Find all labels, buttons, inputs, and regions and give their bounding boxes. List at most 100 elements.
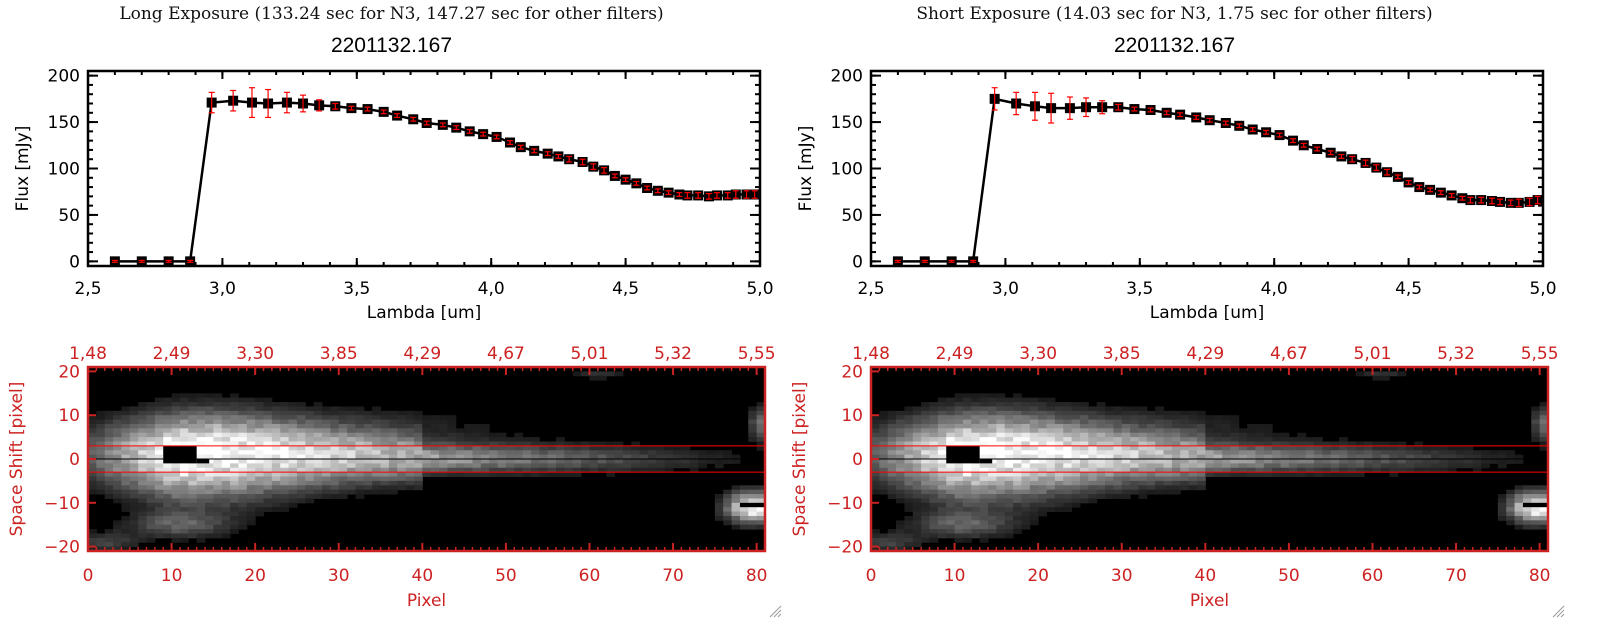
image-pixel: [971, 441, 981, 447]
image-pixel: [1004, 428, 1014, 434]
y-tick-label: 20: [841, 362, 863, 382]
x-tick-label: 4,0: [1261, 279, 1288, 299]
image-pixel: [1514, 520, 1524, 526]
x-tick-label: 40: [1195, 566, 1217, 586]
image-pixel: [121, 454, 131, 460]
image-pixel: [1188, 437, 1198, 442]
image-pixel: [1355, 467, 1365, 473]
image-pixel: [1038, 472, 1048, 478]
image-pixel: [171, 502, 181, 508]
image-pixel: [138, 511, 148, 517]
image-pixel: [1171, 463, 1181, 469]
image-pixel: [1171, 476, 1181, 482]
image-pixel: [912, 450, 922, 456]
image-pixel: [1280, 459, 1290, 464]
image-pixel: [756, 445, 766, 451]
image-pixel: [539, 463, 549, 469]
image-pixel: [912, 489, 922, 495]
image-pixel: [188, 498, 198, 504]
image-pixel: [1155, 432, 1165, 438]
image-pixel: [996, 450, 1006, 456]
image-pixel: [1038, 485, 1048, 491]
image-pixel: [946, 423, 956, 429]
image-pixel: [1155, 419, 1165, 425]
image-pixel: [263, 467, 273, 473]
image-pixel: [205, 485, 214, 491]
image-pixel: [271, 494, 281, 499]
resize-grip-icon[interactable]: [768, 604, 782, 618]
image-pixel: [489, 432, 499, 438]
image-pixel: [879, 463, 889, 469]
image-pixel: [1364, 459, 1373, 464]
image-pixel: [88, 432, 97, 438]
image-pixel: [904, 533, 914, 539]
image-pixel: [138, 502, 148, 508]
image-pixel: [1063, 415, 1073, 421]
image-pixel: [904, 423, 914, 429]
image-pixel: [1405, 463, 1415, 469]
image-pixel: [388, 423, 398, 429]
image-pixel: [1121, 467, 1131, 473]
image-pixel: [946, 502, 956, 508]
image-pixel: [1004, 533, 1014, 539]
image-pixel: [572, 454, 582, 460]
image-pixel: [954, 498, 964, 504]
image-pixel: [88, 437, 97, 442]
image-pixel: [313, 485, 323, 491]
image-pixel: [1196, 450, 1206, 456]
image-pixel: [622, 454, 632, 460]
image-pixel: [1230, 428, 1240, 434]
resize-grip-icon[interactable]: [1551, 604, 1565, 618]
image-pixel: [1364, 450, 1373, 456]
image-pixel: [196, 423, 206, 429]
image-pixel: [946, 485, 956, 491]
image-pixel: [238, 437, 248, 442]
image-pixel: [121, 463, 131, 469]
image-pixel: [1188, 410, 1198, 416]
image-pixel: [1238, 437, 1248, 442]
image-pixel: [213, 494, 223, 499]
image-pixel: [921, 463, 931, 469]
image-pixel: [188, 520, 198, 526]
image-pixel: [1205, 459, 1215, 464]
image-pixel: [1205, 415, 1215, 421]
image-pixel: [221, 428, 231, 434]
image-pixel: [380, 441, 390, 447]
image-pixel: [1038, 406, 1048, 412]
image-pixel: [1247, 432, 1256, 438]
image-pixel: [622, 450, 632, 456]
image-pixel: [472, 428, 482, 434]
image-pixel: [163, 463, 173, 469]
image-pixel: [1230, 432, 1240, 438]
image-pixel: [962, 507, 972, 513]
image-pixel: [887, 529, 897, 534]
image-pixel: [138, 494, 148, 499]
image-pixel: [971, 498, 981, 504]
image-pixel: [221, 511, 231, 517]
image-pixel: [246, 445, 256, 451]
image-pixel: [748, 437, 758, 442]
image-pixel: [979, 472, 989, 478]
image-pixel: [921, 529, 931, 534]
image-pixel: [1096, 415, 1106, 421]
image-pixel: [748, 498, 758, 504]
image-pixel: [154, 533, 164, 539]
image-pixel: [129, 432, 139, 438]
image-pixel: [1088, 476, 1098, 482]
image-pixel: [447, 459, 457, 464]
image-pixel: [1439, 454, 1449, 460]
image-pixel: [213, 507, 223, 513]
image-pixel: [188, 511, 198, 517]
image-pixel: [263, 454, 273, 460]
image-pixel: [455, 472, 465, 478]
image-pixel: [988, 498, 997, 504]
image-pixel: [979, 485, 989, 491]
image-pixel: [205, 533, 214, 539]
image-pixel: [1196, 476, 1206, 482]
image-pixel: [1339, 463, 1348, 469]
x-tick-label: 5,0: [746, 279, 773, 299]
image-pixel: [205, 507, 214, 513]
image-pixel: [213, 520, 223, 526]
image-pixel: [1096, 454, 1106, 460]
image-pixel: [1004, 494, 1014, 499]
